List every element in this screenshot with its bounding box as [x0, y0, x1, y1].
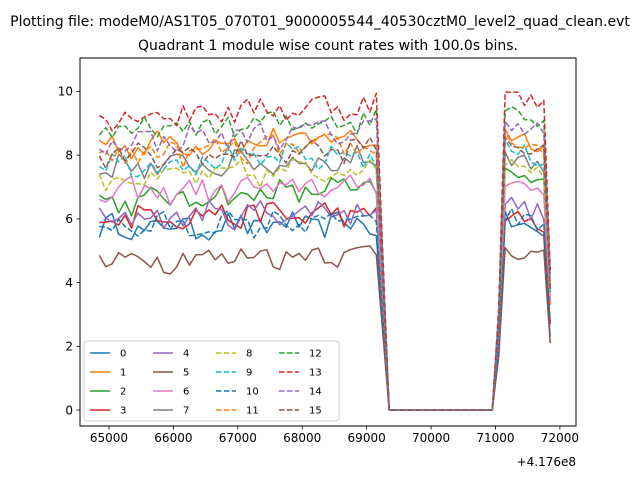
legend-label-3: 3 [120, 406, 126, 417]
chart-title: Quadrant 1 module wise count rates with … [138, 38, 518, 54]
x-tick-label: 68000 [283, 431, 321, 445]
legend-label-7: 7 [183, 406, 189, 417]
x-tick-label: 70000 [412, 431, 450, 445]
legend-label-13: 13 [309, 368, 322, 379]
legend-label-10: 10 [246, 387, 259, 398]
y-tick-label: 0 [65, 403, 73, 417]
x-tick-label: 67000 [219, 431, 257, 445]
legend-label-12: 12 [309, 349, 322, 360]
legend-label-14: 14 [309, 387, 322, 398]
x-tick-label: 69000 [348, 431, 386, 445]
legend-label-2: 2 [120, 387, 126, 398]
series-line-15 [98, 136, 551, 411]
legend-label-15: 15 [309, 406, 322, 417]
legend-label-5: 5 [183, 368, 189, 379]
x-tick-label: 65000 [90, 431, 128, 445]
figure-suptitle: Plotting file: modeM0/AS1T05_070T01_9000… [10, 14, 630, 30]
x-tick-label: 66000 [154, 431, 192, 445]
x-axis: 65000 66000 67000 68000 69000 70000 71000 72000 [90, 426, 579, 445]
y-tick-label: 4 [65, 276, 73, 290]
legend-label-1: 1 [120, 368, 126, 379]
legend-label-11: 11 [246, 406, 259, 417]
legend-label-4: 4 [183, 349, 189, 360]
y-axis: 0 2 4 6 8 10 [58, 85, 80, 417]
legend-label-0: 0 [120, 349, 126, 360]
y-tick-label: 10 [58, 85, 73, 99]
x-tick-label: 72000 [541, 431, 579, 445]
plot-frame [79, 57, 577, 427]
legend-box [83, 340, 340, 422]
y-tick-label: 8 [65, 148, 73, 162]
series-line-14 [98, 118, 551, 411]
series-layer [98, 91, 551, 411]
legend-label-9: 9 [246, 368, 252, 379]
y-tick-label: 6 [65, 212, 73, 226]
legend-label-8: 8 [246, 349, 252, 360]
legend-label-6: 6 [183, 387, 189, 398]
x-offset-label: +4.176e8 [517, 455, 576, 469]
x-tick-label: 71000 [476, 431, 514, 445]
y-tick-label: 2 [65, 340, 73, 354]
